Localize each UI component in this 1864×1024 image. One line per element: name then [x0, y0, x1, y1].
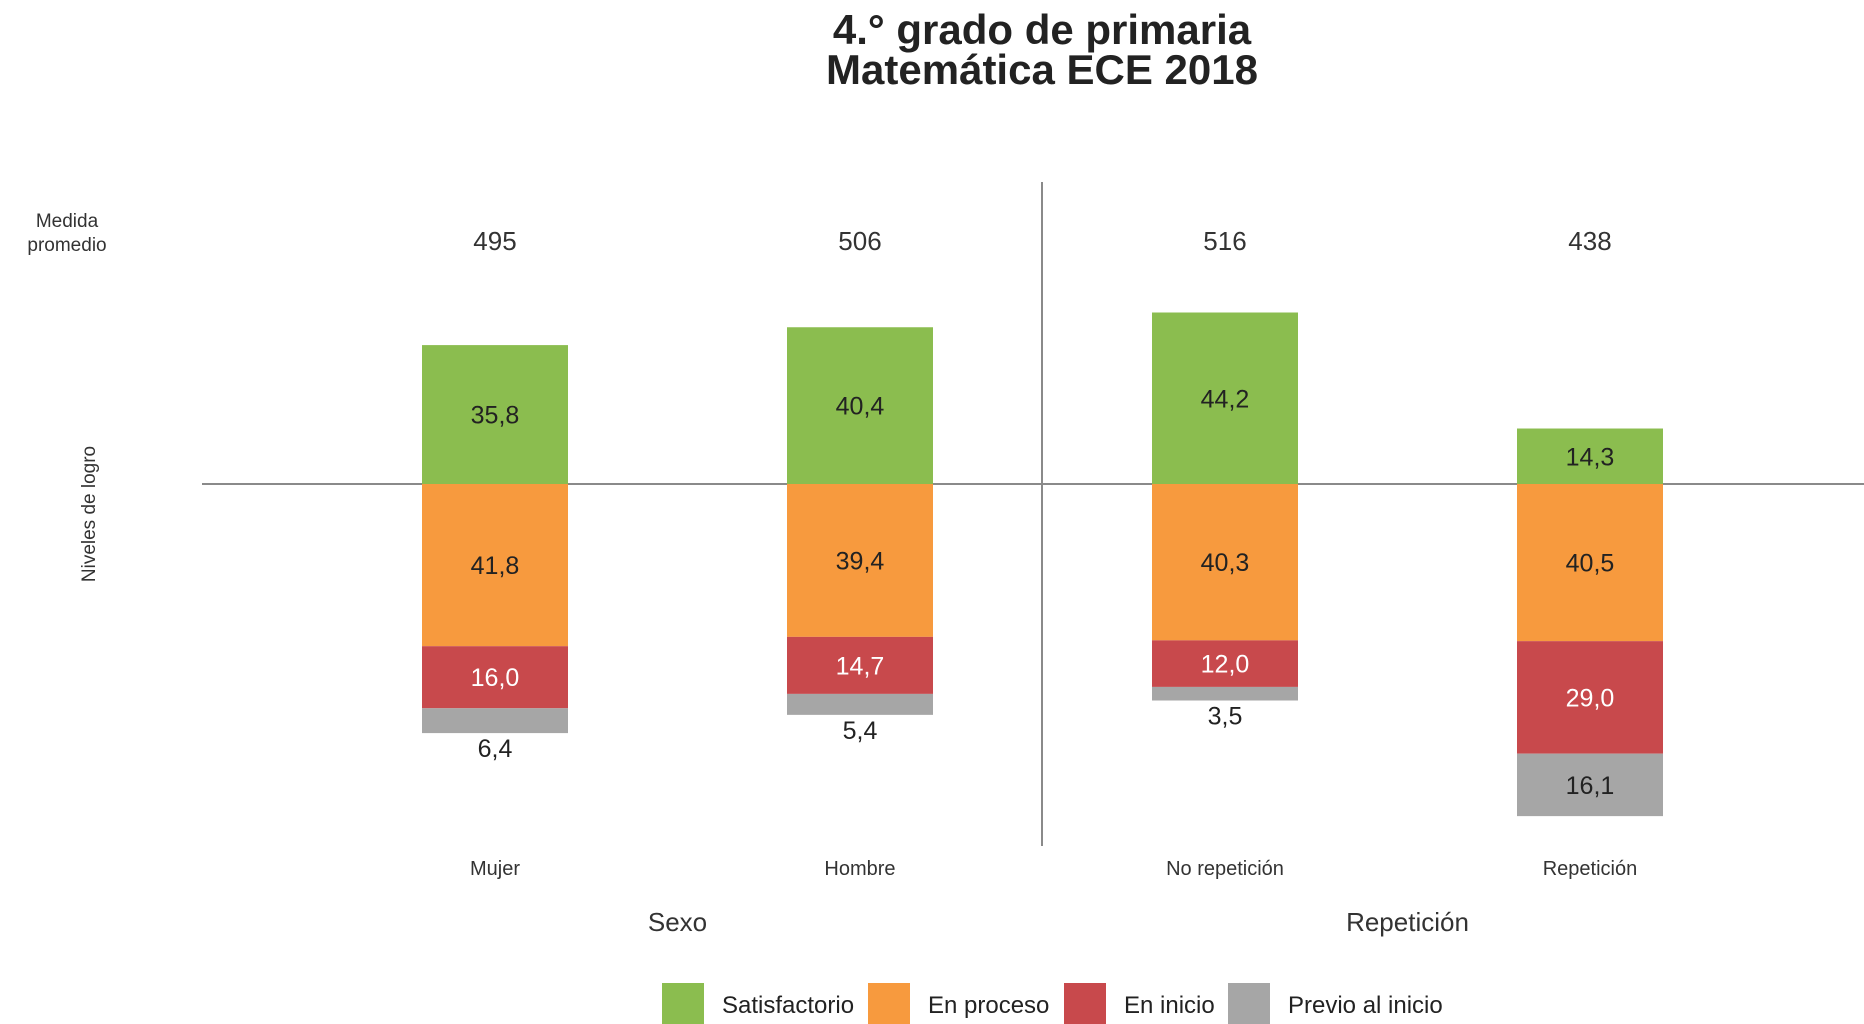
bar-segment-en-inicio [1152, 640, 1298, 687]
legend-swatch [1228, 983, 1270, 1024]
bar-segment-satisfactorio [422, 345, 568, 484]
bar-segment-en-proceso [787, 484, 933, 637]
bar-segment-previo-al-inicio [787, 693, 933, 715]
data-label: 29,0 [1566, 684, 1615, 712]
row-label-medida-promedio: Medida [36, 211, 99, 232]
data-label: 5,4 [843, 717, 878, 745]
legend-label: En proceso [928, 992, 1049, 1019]
average-score-label: 516 [1203, 226, 1246, 256]
category-label: Repetición [1543, 858, 1638, 880]
average-score-label: 495 [473, 226, 516, 256]
group-label: Repetición [1346, 907, 1469, 937]
category-label: Mujer [470, 858, 520, 880]
data-label: 40,3 [1201, 549, 1250, 577]
legend-label: Satisfactorio [722, 992, 854, 1019]
bar-segment-en-inicio [422, 646, 568, 709]
average-score-label: 438 [1568, 226, 1611, 256]
data-label: 14,3 [1566, 443, 1615, 471]
row-label-medida-promedio: promedio [27, 235, 106, 256]
legend-swatch [868, 983, 910, 1024]
legend-swatch [662, 983, 704, 1024]
bar-segment-en-proceso [1152, 484, 1298, 641]
data-label: 12,0 [1201, 651, 1250, 679]
bar-segment-previo-al-inicio [1152, 686, 1298, 701]
data-label: 6,4 [478, 735, 513, 763]
data-label: 35,8 [471, 402, 520, 430]
category-label: No repetición [1166, 858, 1284, 880]
bar-segment-satisfactorio [1517, 428, 1663, 484]
data-label: 44,2 [1201, 385, 1250, 413]
data-label: 39,4 [836, 547, 885, 575]
legend-label: En inicio [1124, 992, 1215, 1019]
average-score-label: 506 [838, 226, 881, 256]
bar-segment-satisfactorio [787, 327, 933, 484]
data-label: 40,5 [1566, 550, 1615, 578]
data-label: 16,1 [1566, 772, 1615, 800]
legend-swatch [1064, 983, 1106, 1024]
bar-segment-en-inicio [1517, 641, 1663, 754]
bar-segment-en-inicio [787, 636, 933, 694]
legend-label: Previo al inicio [1288, 992, 1443, 1019]
bar-segment-en-proceso [1517, 484, 1663, 642]
data-label: 41,8 [471, 552, 520, 580]
data-label: 14,7 [836, 652, 885, 680]
data-label: 40,4 [836, 393, 885, 421]
bar-segment-en-proceso [422, 484, 568, 647]
bar-segment-previo-al-inicio [422, 708, 568, 734]
bar-segment-previo-al-inicio [1517, 753, 1663, 817]
bar-segment-satisfactorio [1152, 312, 1298, 484]
group-label: Sexo [648, 907, 707, 937]
chart-title-line-1: 4.° grado de primaria [832, 6, 1252, 53]
data-label: 3,5 [1208, 703, 1243, 731]
chart-title-line-2: Matemática ECE 2018 [826, 46, 1258, 93]
category-label: Hombre [824, 858, 895, 880]
y-axis-label: Niveles de logro [79, 446, 100, 582]
data-label: 16,0 [471, 664, 520, 692]
